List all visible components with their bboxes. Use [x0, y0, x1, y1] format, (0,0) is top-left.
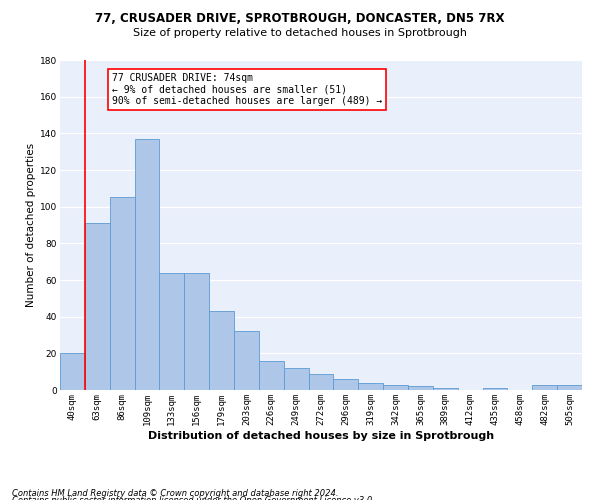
Bar: [184, 272, 209, 390]
Bar: [110, 198, 134, 390]
Bar: [532, 384, 557, 390]
Bar: [383, 384, 408, 390]
Bar: [160, 272, 184, 390]
Bar: [433, 388, 458, 390]
Bar: [308, 374, 334, 390]
Bar: [85, 223, 110, 390]
Bar: [60, 354, 85, 390]
Bar: [408, 386, 433, 390]
Bar: [334, 379, 358, 390]
Bar: [209, 311, 234, 390]
Bar: [482, 388, 508, 390]
Y-axis label: Number of detached properties: Number of detached properties: [26, 143, 36, 307]
Bar: [284, 368, 308, 390]
Text: 77, CRUSADER DRIVE, SPROTBROUGH, DONCASTER, DN5 7RX: 77, CRUSADER DRIVE, SPROTBROUGH, DONCAST…: [95, 12, 505, 26]
Bar: [557, 384, 582, 390]
Bar: [259, 360, 284, 390]
Bar: [234, 332, 259, 390]
Bar: [358, 382, 383, 390]
X-axis label: Distribution of detached houses by size in Sprotbrough: Distribution of detached houses by size …: [148, 430, 494, 440]
Text: 77 CRUSADER DRIVE: 74sqm
← 9% of detached houses are smaller (51)
90% of semi-de: 77 CRUSADER DRIVE: 74sqm ← 9% of detache…: [112, 73, 382, 106]
Text: Size of property relative to detached houses in Sprotbrough: Size of property relative to detached ho…: [133, 28, 467, 38]
Text: Contains HM Land Registry data © Crown copyright and database right 2024.: Contains HM Land Registry data © Crown c…: [12, 488, 338, 498]
Bar: [134, 139, 160, 390]
Text: Contains public sector information licensed under the Open Government Licence v3: Contains public sector information licen…: [12, 496, 375, 500]
